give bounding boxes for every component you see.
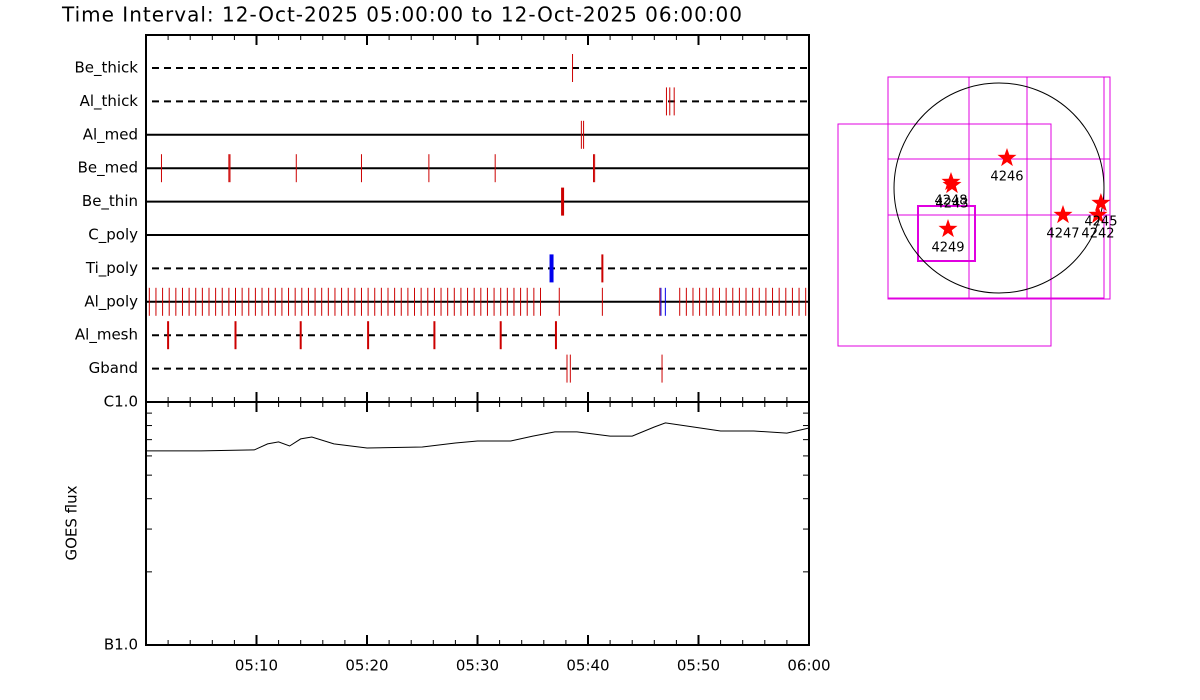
x-tick-label: 05:10 bbox=[235, 657, 278, 675]
region-label: 4248 bbox=[934, 193, 967, 208]
timeline-frame bbox=[145, 34, 810, 403]
x-tick-label: 05:20 bbox=[345, 657, 388, 675]
x-tick-label: 05:40 bbox=[566, 657, 609, 675]
row-label: Ti_poly bbox=[85, 259, 138, 278]
region-label: 4243 bbox=[935, 197, 968, 212]
region-label: 4246 bbox=[990, 170, 1023, 185]
active-region bbox=[1088, 205, 1108, 224]
x-tick-label: 05:30 bbox=[456, 657, 499, 675]
region-label: 4249 bbox=[931, 241, 964, 256]
y-axis-label: GOES flux bbox=[63, 485, 81, 560]
region-label: 4245 bbox=[1084, 214, 1117, 229]
active-region bbox=[942, 175, 962, 194]
row-label: Be_med bbox=[78, 159, 138, 178]
row-label: Al_poly bbox=[84, 292, 138, 311]
row-label: Al_thick bbox=[80, 92, 139, 111]
chart-title: Time Interval: 12-Oct-2025 05:00:00 to 1… bbox=[61, 3, 743, 27]
region-label: 4247 bbox=[1046, 227, 1079, 242]
row-label: Be_thin bbox=[82, 192, 138, 211]
row-label: Al_med bbox=[83, 125, 138, 144]
y-tick-label: B1.0 bbox=[104, 636, 138, 654]
fov-box bbox=[887, 76, 1105, 299]
solar-limb bbox=[893, 82, 1105, 294]
active-region bbox=[938, 219, 958, 238]
x-tick-label: 06:00 bbox=[787, 657, 830, 675]
row-label: Gband bbox=[89, 359, 138, 377]
active-region bbox=[997, 148, 1017, 167]
fov-box bbox=[887, 76, 1111, 300]
row-label: C_poly bbox=[88, 226, 138, 245]
row-label: Be_thick bbox=[74, 59, 138, 78]
region-label: 4242 bbox=[1081, 227, 1114, 242]
fov-box bbox=[917, 205, 976, 262]
active-region bbox=[1053, 205, 1073, 224]
row-label: Al_mesh bbox=[75, 326, 138, 345]
goes-line bbox=[146, 422, 810, 452]
x-tick-label: 05:50 bbox=[677, 657, 720, 675]
fov-boxes bbox=[837, 76, 1111, 347]
goes-frame bbox=[145, 401, 810, 646]
fov-box bbox=[837, 123, 1052, 347]
y-tick-label: C1.0 bbox=[104, 393, 138, 411]
active-region bbox=[1091, 193, 1111, 212]
